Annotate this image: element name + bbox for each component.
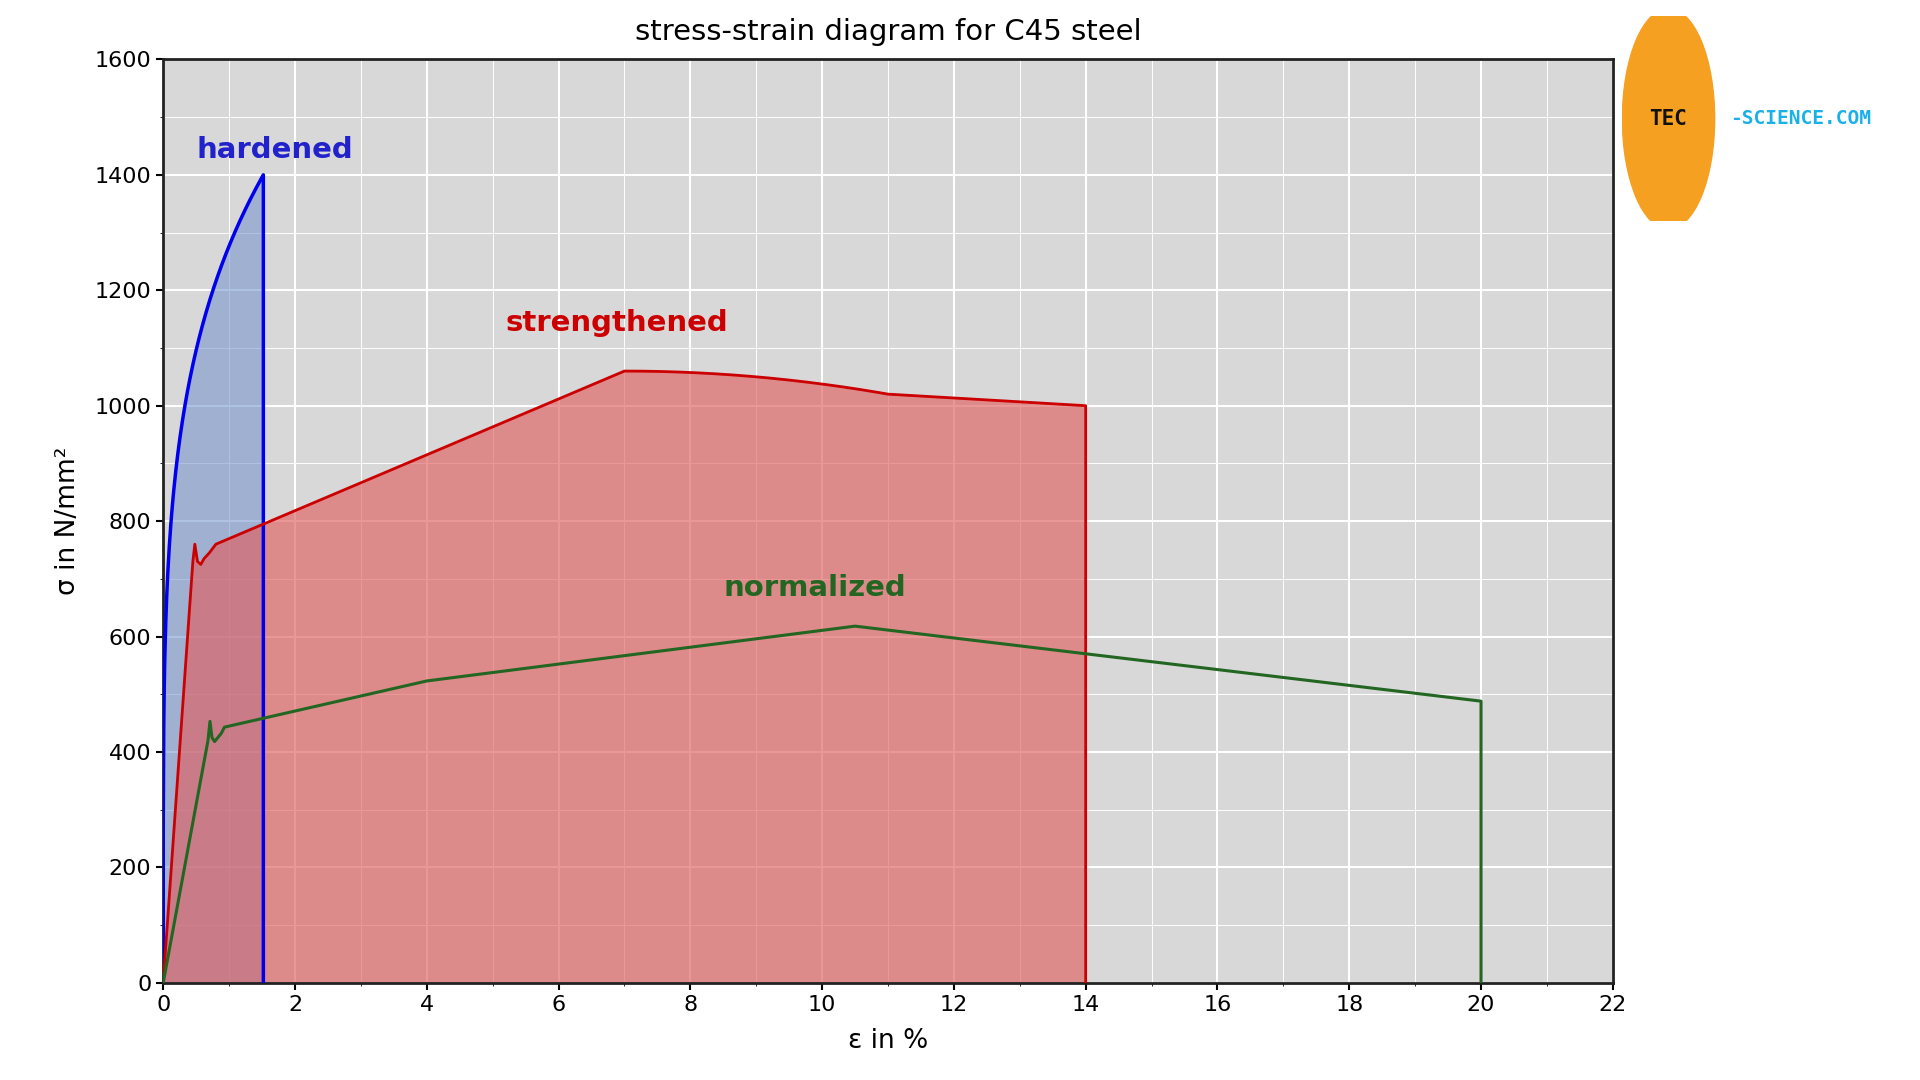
Y-axis label: σ in N/mm²: σ in N/mm² [54,447,81,595]
Text: TEC: TEC [1649,109,1688,129]
Text: -SCIENCE.COM: -SCIENCE.COM [1730,109,1872,129]
Text: hardened: hardened [196,135,353,163]
Title: stress-strain diagram for C45 steel: stress-strain diagram for C45 steel [636,18,1140,46]
Text: strengthened: strengthened [505,309,728,337]
Ellipse shape [1622,9,1715,229]
Text: normalized: normalized [724,575,906,603]
X-axis label: ε in %: ε in % [849,1028,927,1054]
